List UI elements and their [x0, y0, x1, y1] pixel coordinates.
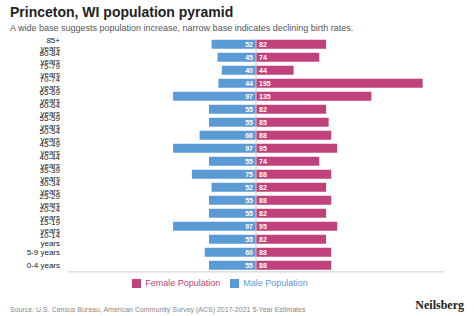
svg-text:97: 97 — [245, 145, 253, 152]
svg-text:0-4 years: 0-4 years — [27, 261, 60, 270]
svg-text:95: 95 — [259, 145, 267, 152]
svg-text:75: 75 — [245, 171, 253, 178]
svg-text:55: 55 — [245, 210, 253, 217]
svg-text:82: 82 — [259, 106, 267, 113]
svg-text:195: 195 — [259, 80, 271, 87]
svg-text:55: 55 — [245, 106, 253, 113]
svg-text:45: 45 — [245, 54, 253, 61]
svg-text:82: 82 — [259, 41, 267, 48]
svg-text:82: 82 — [259, 236, 267, 243]
svg-text:55: 55 — [245, 236, 253, 243]
svg-text:52: 52 — [245, 184, 253, 191]
svg-text:44: 44 — [259, 67, 267, 74]
svg-text:85+years: 85+years — [40, 36, 60, 53]
svg-text:52: 52 — [245, 41, 253, 48]
svg-text:97: 97 — [245, 93, 253, 100]
svg-text:82: 82 — [259, 184, 267, 191]
svg-text:66: 66 — [245, 132, 253, 139]
svg-text:44: 44 — [245, 80, 253, 87]
svg-text:88: 88 — [259, 132, 267, 139]
svg-text:5-9 years: 5-9 years — [27, 248, 60, 257]
svg-text:97: 97 — [245, 223, 253, 230]
svg-text:88: 88 — [259, 262, 267, 269]
svg-text:88: 88 — [259, 171, 267, 178]
svg-text:55: 55 — [245, 262, 253, 269]
svg-text:55: 55 — [245, 197, 253, 204]
svg-text:74: 74 — [259, 158, 267, 165]
svg-text:135: 135 — [259, 93, 271, 100]
svg-text:74: 74 — [259, 54, 267, 61]
svg-text:40: 40 — [245, 67, 253, 74]
svg-text:88: 88 — [259, 249, 267, 256]
svg-text:60: 60 — [245, 249, 253, 256]
svg-text:82: 82 — [259, 210, 267, 217]
svg-text:55: 55 — [245, 119, 253, 126]
svg-text:85: 85 — [259, 119, 267, 126]
svg-text:88: 88 — [259, 197, 267, 204]
svg-text:55: 55 — [245, 158, 253, 165]
svg-text:95: 95 — [259, 223, 267, 230]
